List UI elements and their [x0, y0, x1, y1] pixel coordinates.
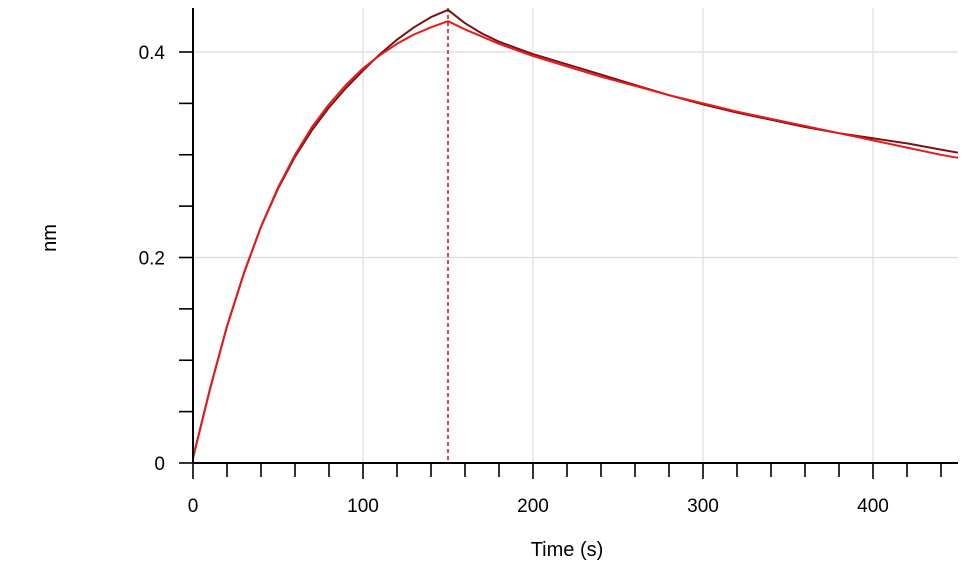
data-series-line: [192, 8, 959, 459]
x-tick-label: 200: [517, 496, 549, 517]
axis-layer: 0 100 200 300 400 0 0.2 0.4: [139, 8, 958, 517]
x-axis-label: Time (s): [531, 539, 604, 561]
x-tick-label: 300: [687, 496, 719, 517]
x-tick-label: 400: [857, 496, 889, 517]
x-tick-label: 100: [347, 496, 379, 517]
x-tick-label: 0: [188, 496, 199, 517]
marker-layer: [192, 8, 449, 463]
grid-layer: [193, 8, 958, 463]
y-axis-label: nm: [39, 224, 61, 252]
y-tick-label: 0: [154, 454, 165, 475]
series-layer: [192, 8, 959, 459]
fit-series-line: [192, 20, 959, 459]
y-tick-label: 0.4: [139, 43, 166, 64]
y-tick-label: 0.2: [139, 249, 165, 270]
